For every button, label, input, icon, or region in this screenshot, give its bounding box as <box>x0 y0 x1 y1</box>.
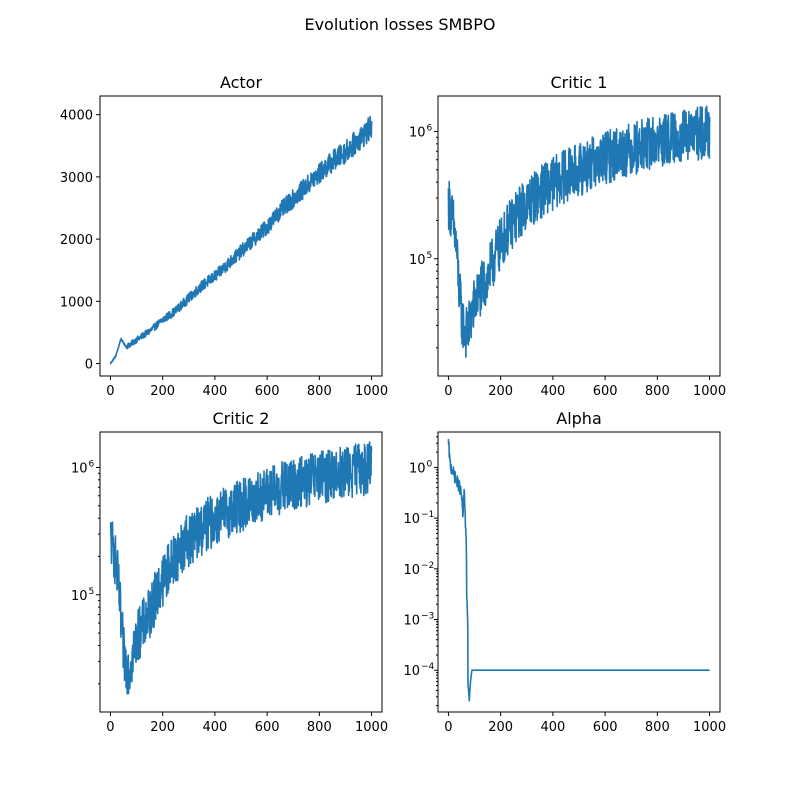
y-tick-exponent: 6 <box>427 123 433 133</box>
x-tick-label: 800 <box>645 720 670 735</box>
x-tick-label: 1000 <box>693 720 726 735</box>
x-tick-label: 400 <box>540 720 565 735</box>
x-tick-label: 600 <box>593 720 618 735</box>
y-tick-exponent: −1 <box>421 510 434 520</box>
x-tick-label: 600 <box>255 720 280 735</box>
subplot-actor: Actor 0 200 400 600 800 1000 0 1000 2000 3000 4000 <box>60 73 388 399</box>
series-line <box>109 115 373 365</box>
y-tick-exponent: 0 <box>427 459 433 469</box>
y-tick-exponent: −4 <box>421 662 435 672</box>
y-tick-label: 10 <box>71 589 88 604</box>
subplot-title: Critic 1 <box>551 73 608 92</box>
y-tick-label: 1000 <box>60 295 93 310</box>
y-tick-label: 10 <box>409 125 426 140</box>
y-tick-label: 10 <box>409 253 426 268</box>
x-tick-label: 600 <box>255 384 280 399</box>
series-line <box>447 105 711 358</box>
x-tick-label: 0 <box>106 384 114 399</box>
axes-frame <box>99 95 383 377</box>
x-tick-label: 200 <box>488 720 513 735</box>
x-tick-label: 1000 <box>693 384 726 399</box>
x-tick-label: 0 <box>106 720 114 735</box>
y-tick-label: 10 <box>71 461 88 476</box>
subplot-title: Alpha <box>556 409 602 428</box>
axes-frame <box>437 431 721 713</box>
x-tick-label: 400 <box>540 384 565 399</box>
y-tick-label: 0 <box>85 358 93 373</box>
x-tick-label: 200 <box>150 720 175 735</box>
y-tick-label: 4000 <box>60 109 93 124</box>
x-tick-label: 1000 <box>355 720 388 735</box>
axes-frame <box>437 95 721 377</box>
y-tick-label: 10 <box>403 664 420 679</box>
y-tick-label: 10 <box>403 563 420 578</box>
figure-title: Evolution losses SMBPO <box>304 15 495 34</box>
y-tick-exponent: 5 <box>427 251 433 261</box>
series-line <box>109 441 373 695</box>
x-tick-label: 200 <box>150 384 175 399</box>
y-tick-label: 10 <box>403 512 420 527</box>
x-tick-label: 800 <box>307 720 332 735</box>
subplot-title: Critic 2 <box>213 409 270 428</box>
series-line <box>447 439 711 702</box>
y-tick-label: 3000 <box>60 171 93 186</box>
x-tick-label: 400 <box>202 384 227 399</box>
y-tick-exponent: −2 <box>421 561 434 571</box>
y-tick-label: 10 <box>403 614 420 629</box>
y-tick-exponent: 6 <box>89 459 95 469</box>
x-tick-label: 800 <box>645 384 670 399</box>
x-tick-label: 800 <box>307 384 332 399</box>
subplot-title: Actor <box>220 73 263 92</box>
x-tick-label: 1000 <box>355 384 388 399</box>
y-tick-exponent: −3 <box>421 612 434 622</box>
y-tick-label: 10 <box>409 461 426 476</box>
x-tick-label: 200 <box>488 384 513 399</box>
x-tick-label: 400 <box>202 720 227 735</box>
y-tick-label: 2000 <box>60 233 93 248</box>
axes-frame <box>99 431 383 713</box>
y-tick-exponent: 5 <box>89 587 95 597</box>
x-tick-label: 0 <box>444 384 452 399</box>
x-tick-label: 0 <box>444 720 452 735</box>
x-tick-label: 600 <box>593 384 618 399</box>
